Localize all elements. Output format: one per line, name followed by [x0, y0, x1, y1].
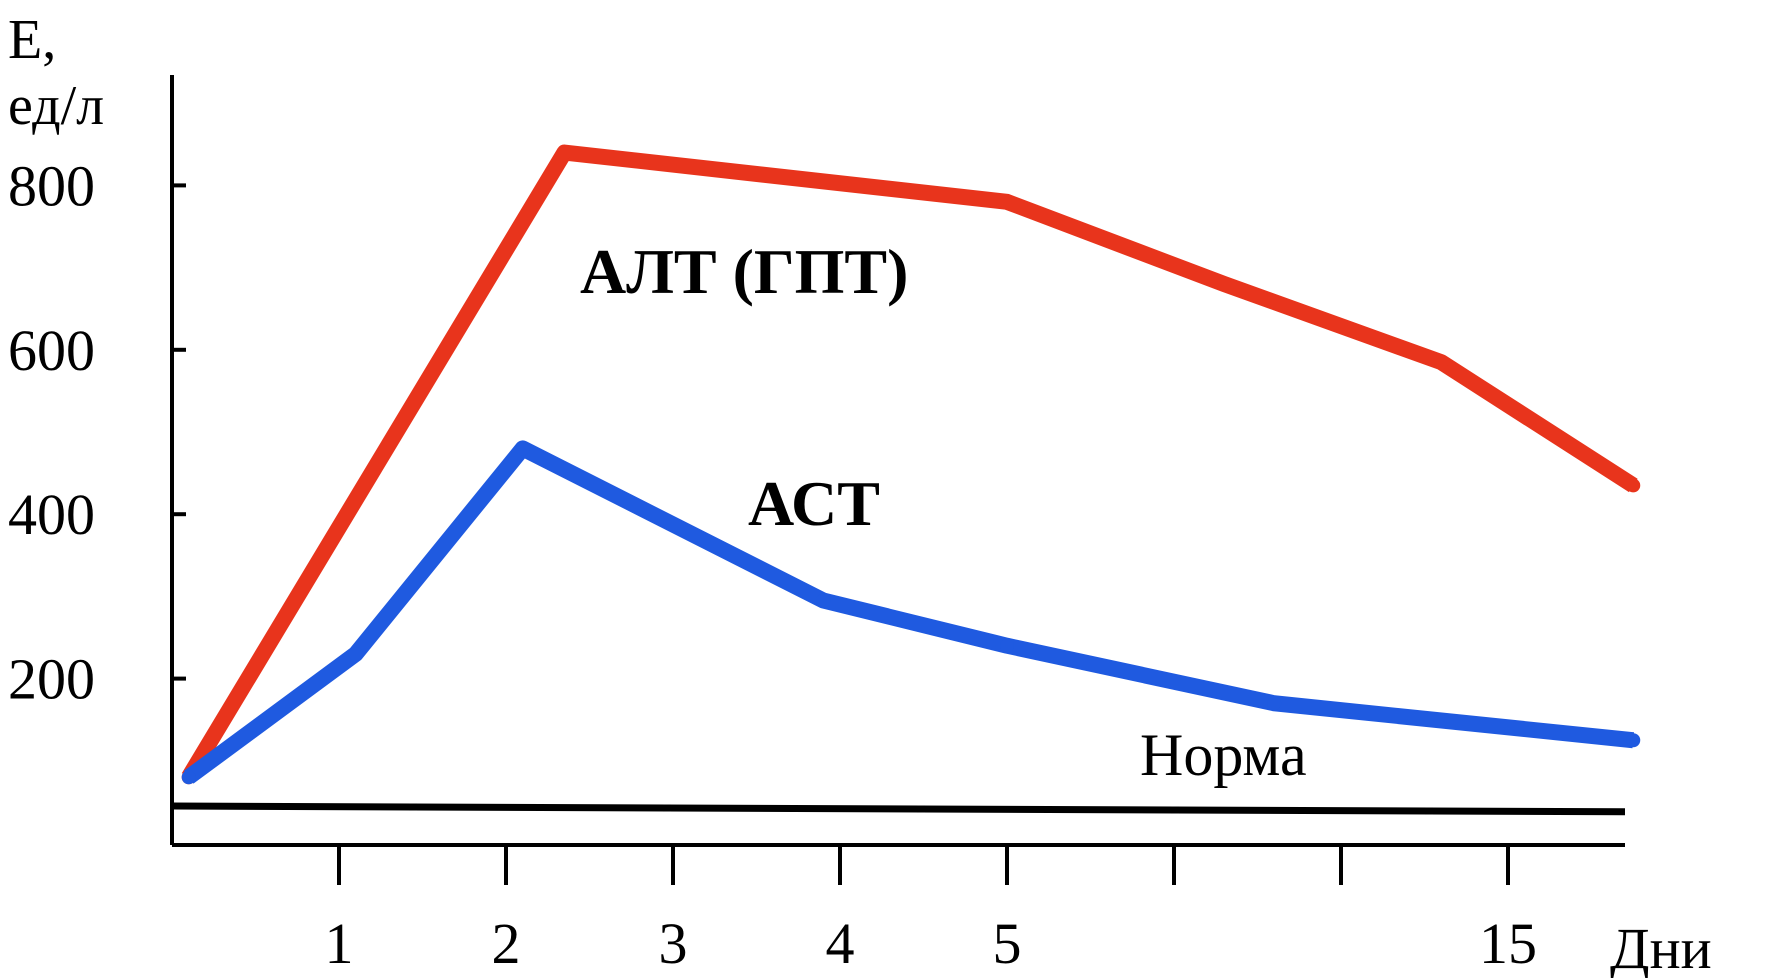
norm-line	[171, 802, 1626, 816]
x-ticks: 1 2 3 4 5 15	[325, 845, 1537, 976]
data-point	[1267, 696, 1282, 711]
x-tick-label: 5	[993, 911, 1022, 976]
x-tick-label: 1	[325, 911, 354, 976]
y-tick-label: 800	[8, 153, 95, 218]
series-line-ast	[183, 440, 1635, 784]
y-axis-label-line1: Е,	[8, 9, 56, 71]
data-point	[816, 593, 831, 608]
data-point	[1000, 194, 1014, 209]
x-tick-label: 2	[492, 911, 521, 976]
data-point	[181, 770, 196, 785]
x-tick-label: 4	[826, 911, 855, 976]
data-point	[1626, 733, 1641, 748]
series-lines	[181, 144, 1641, 785]
series-line-alt	[181, 144, 1638, 782]
norm-label: Норма	[1140, 722, 1307, 788]
axes	[170, 75, 1625, 847]
data-point	[557, 145, 572, 160]
data-point	[348, 646, 363, 661]
data-point	[1000, 638, 1014, 653]
data-point	[515, 441, 530, 456]
series-label-ast: АСТ	[748, 468, 880, 539]
x-axis-label: Дни	[1610, 916, 1712, 978]
x-tick-label: 15	[1479, 911, 1537, 976]
y-tick-label: 600	[8, 318, 95, 383]
y-tick-label: 200	[8, 647, 95, 712]
y-axis-label-line2: ед/л	[8, 75, 104, 137]
data-point	[1626, 478, 1641, 493]
data-point	[1434, 355, 1449, 370]
y-ticks: 200 400 600 800	[8, 153, 186, 712]
x-tick-label: 3	[659, 911, 688, 976]
series-label-alt: АЛТ (ГПТ)	[580, 236, 908, 307]
data-point	[1217, 277, 1232, 292]
y-tick-label: 400	[8, 482, 95, 547]
